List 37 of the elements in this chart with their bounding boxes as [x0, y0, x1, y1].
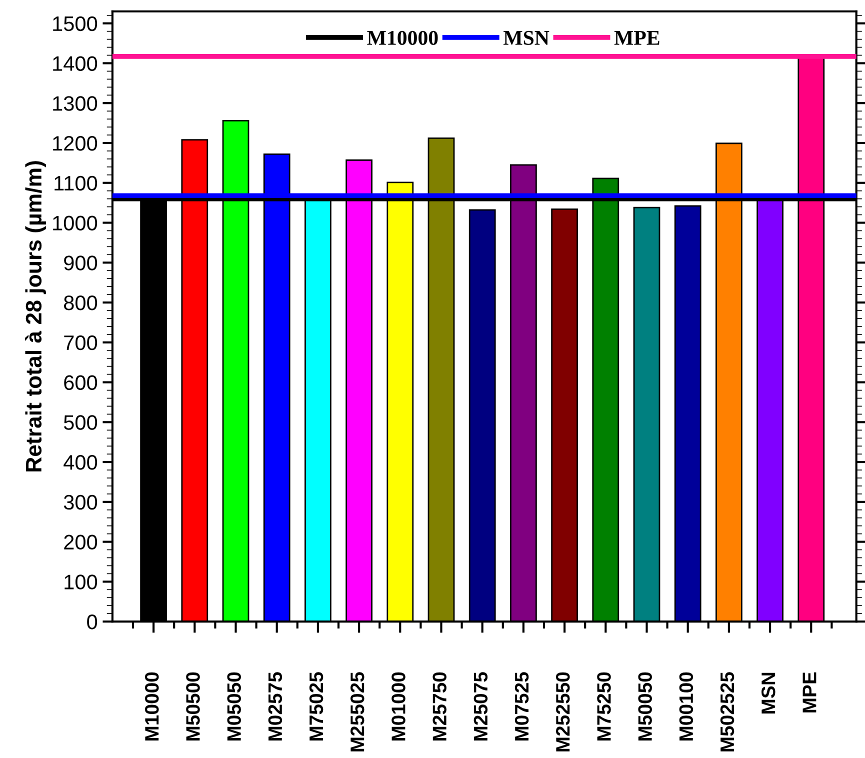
y-tick-label: 0 [87, 614, 98, 630]
y-tick-label: 400 [64, 455, 98, 470]
x-tick-label: M50500 [186, 672, 200, 741]
y-tick-label: 500 [64, 415, 98, 430]
y-tick-label: 900 [64, 256, 98, 270]
y-tick-label: 200 [64, 534, 98, 550]
y-tick-label: 1400 [53, 56, 98, 71]
y-tick-label: 600 [64, 375, 98, 390]
x-tick-label: M25075 [474, 672, 488, 741]
x-tick-label: M05050 [227, 672, 241, 741]
y-tick-label: 100 [64, 574, 98, 590]
y-axis-title: Retrait total à 28 jours (µm/m) [25, 161, 46, 472]
x-tick-label: M75025 [309, 672, 324, 741]
x-tick-label: M00100 [679, 672, 694, 741]
x-tick-label: M75250 [597, 672, 611, 741]
y-tick-label: 800 [64, 296, 98, 310]
x-tick-label: M07525 [514, 672, 529, 741]
legend-label: MSN [504, 30, 550, 45]
ref-line-label: MPE [614, 31, 660, 45]
x-tick-label: M252550 [556, 672, 570, 752]
x-tick-label: M02575 [268, 672, 282, 741]
x-tick-label: M50050 [638, 672, 652, 741]
legend-label: M10000 [367, 30, 438, 45]
y-tick-label: 1000 [53, 216, 98, 230]
x-tick-label: MSN [761, 672, 776, 714]
x-tick-label: MPE [802, 672, 816, 712]
y-tick-label: 300 [64, 494, 98, 510]
y-tick-label: 1500 [53, 16, 98, 32]
x-tick-label: M10000 [145, 672, 159, 741]
x-tick-label: M25750 [432, 672, 446, 741]
x-tick-label: M502525 [720, 672, 734, 752]
y-tick-label: 1300 [53, 96, 98, 111]
y-tick-label: 1200 [53, 136, 98, 151]
x-tick-label: M01000 [392, 672, 406, 741]
y-tick-label: 700 [64, 335, 98, 350]
y-tick-label: 1100 [54, 176, 98, 191]
x-tick-label: M255025 [350, 672, 364, 752]
